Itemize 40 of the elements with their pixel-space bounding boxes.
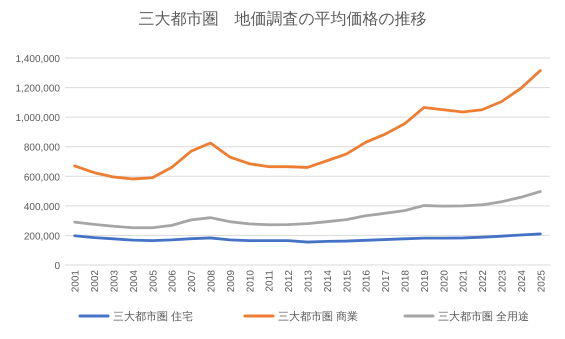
x-tick-label: 2022 bbox=[478, 270, 490, 292]
x-tick-label: 2004 bbox=[128, 270, 140, 292]
x-tick-label: 2014 bbox=[322, 270, 334, 292]
y-tick-label: 200,000 bbox=[24, 231, 60, 242]
y-tick-label: 400,000 bbox=[24, 202, 60, 213]
x-tick-label: 2024 bbox=[516, 270, 528, 292]
x-tick-label: 2016 bbox=[362, 270, 373, 292]
chart-title: 三大都市圏 地価調査の平均価格の推移 bbox=[138, 10, 426, 28]
y-tick-label: 600,000 bbox=[24, 172, 60, 184]
x-tick-label: 2006 bbox=[168, 270, 179, 292]
x-tick-label: 2025 bbox=[536, 270, 548, 292]
y-tick-label: 0 bbox=[54, 261, 60, 272]
x-tick-label: 2015 bbox=[342, 270, 354, 292]
y-tick-label: 1,000,000 bbox=[16, 113, 60, 124]
x-tick-label: 2003 bbox=[110, 270, 120, 292]
x-tick-label: 2001 bbox=[70, 270, 82, 292]
x-tick-label: 2017 bbox=[381, 270, 392, 292]
y-tick-label: 1,200,000 bbox=[16, 84, 60, 95]
legend-label: 三大都市圏 住宅 bbox=[113, 310, 194, 323]
x-tick-label: 2009 bbox=[226, 270, 237, 292]
x-tick-label: 2013 bbox=[304, 270, 314, 292]
x-tick-label: 2005 bbox=[148, 270, 160, 292]
y-tick-label: 800,000 bbox=[24, 142, 60, 154]
line-series bbox=[73, 190, 542, 230]
x-tick-label: 2020 bbox=[439, 270, 450, 292]
legend-label: 三大都市圏 全用途 bbox=[438, 310, 530, 323]
x-tick-label: 2021 bbox=[458, 270, 470, 292]
x-tick-label: 2023 bbox=[498, 270, 508, 292]
x-tick-label: 2002 bbox=[90, 270, 102, 292]
x-tick-label: 2012 bbox=[284, 270, 296, 292]
y-tick-label: 1,400,000 bbox=[16, 54, 60, 65]
x-tick-label: 2007 bbox=[187, 270, 198, 292]
x-tick-label: 2011 bbox=[264, 270, 276, 292]
x-tick-label: 2018 bbox=[400, 270, 412, 292]
x-tick-label: 2019 bbox=[420, 270, 431, 292]
legend-label: 三大都市圏 商業 bbox=[278, 310, 358, 323]
x-tick-label: 2008 bbox=[206, 270, 218, 292]
line-series bbox=[73, 69, 542, 180]
line-series bbox=[73, 232, 542, 244]
x-tick-label: 2010 bbox=[245, 270, 256, 292]
